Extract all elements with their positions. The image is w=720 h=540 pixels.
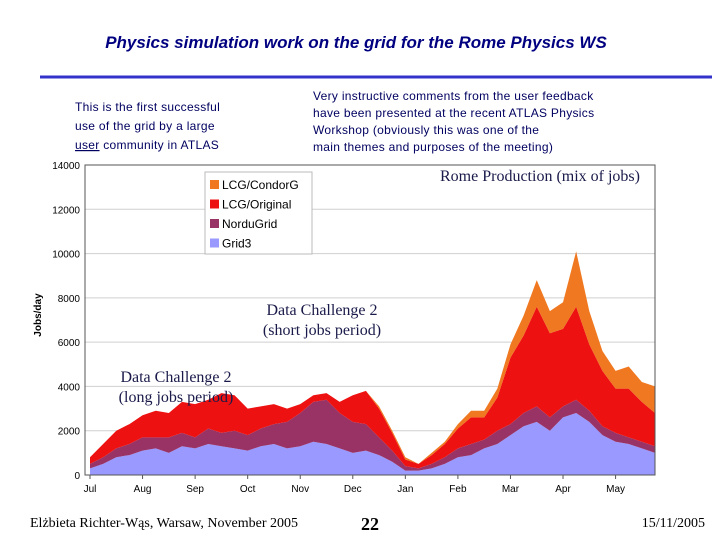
right-note: main themes and purposes of the meeting) <box>313 140 553 154</box>
y-tick-label: 8000 <box>58 294 81 305</box>
legend-swatch <box>210 199 219 209</box>
plot-frame <box>84 164 656 476</box>
y-axis-label: Jobs/day <box>33 293 44 337</box>
x-tick-label: Sep <box>186 484 204 495</box>
left-note-rest: community in ATLAS <box>103 138 219 152</box>
footer-date: 15/11/2005 <box>642 516 705 531</box>
legend-label: NorduGrid <box>222 217 277 231</box>
x-tick-label: Oct <box>240 484 256 495</box>
x-tick-label: Dec <box>344 484 362 495</box>
area <box>90 399 655 471</box>
page-number: 22 <box>361 514 379 534</box>
legend-swatch <box>210 180 219 189</box>
legend-swatch <box>210 238 219 248</box>
x-tick-label: Feb <box>449 484 467 495</box>
x-tick-label: Aug <box>134 484 152 495</box>
right-note: have been presented at the recent ATLAS … <box>313 106 594 120</box>
legend-label: LCG/CondorG <box>222 178 299 192</box>
x-tick-label: Nov <box>291 484 309 495</box>
legend-label: LCG/Original <box>222 198 291 212</box>
right-note: Very instructive comments from the user … <box>313 89 594 103</box>
underlined-word: user <box>75 138 100 152</box>
x-tick-label: May <box>606 484 625 495</box>
x-tick-label: Mar <box>502 484 520 495</box>
left-note: This is the first successful <box>75 100 220 114</box>
legend-box <box>204 171 313 255</box>
annotation: Data Challenge 2 <box>266 302 377 319</box>
y-tick-label: 2000 <box>58 427 81 438</box>
annotation: Data Challenge 2 <box>120 369 231 386</box>
y-tick-label: 12000 <box>52 205 80 216</box>
legend-label: Grid3 <box>222 237 252 251</box>
legend-swatch <box>210 219 219 228</box>
left-note: use of the grid by a large <box>75 119 215 133</box>
right-note: Workshop (obviously this was one of the <box>313 123 539 137</box>
y-tick-label: 0 <box>74 471 80 482</box>
slide-title: Physics simulation work on the grid for … <box>105 33 607 52</box>
y-tick-label: 14000 <box>52 161 80 172</box>
x-tick-label: Jan <box>397 484 413 495</box>
area <box>90 306 655 469</box>
annotation: Rome Production (mix of jobs) <box>440 168 640 185</box>
y-tick-label: 6000 <box>58 338 81 349</box>
footer-author: Elżbieta Richter-Wąs, Warsaw, November 2… <box>30 516 298 531</box>
annotation: (short jobs period) <box>263 322 381 339</box>
area <box>90 413 655 475</box>
y-tick-label: 10000 <box>52 250 80 261</box>
x-tick-label: Jul <box>84 484 97 495</box>
x-tick-label: Apr <box>555 484 571 495</box>
y-tick-label: 4000 <box>58 382 81 393</box>
annotation: (long jobs period) <box>119 389 234 406</box>
left-note: user community in ATLAS <box>75 138 219 152</box>
